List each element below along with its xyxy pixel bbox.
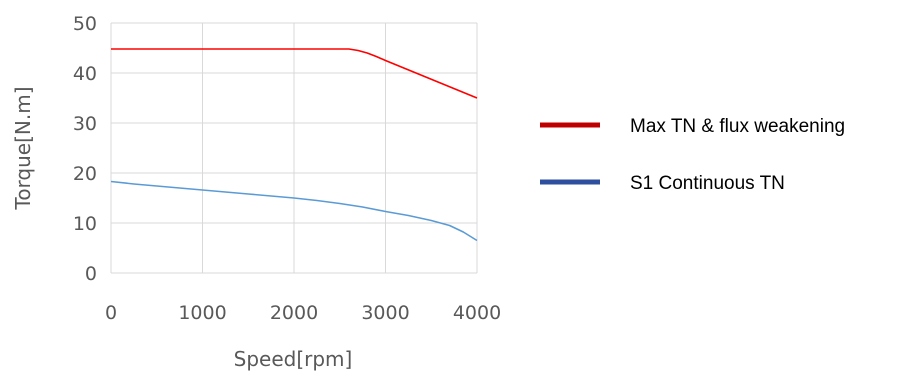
x-tick-label: 2000 xyxy=(270,302,318,324)
legend: Max TN & flux weakening S1 Continuous TN xyxy=(540,116,845,194)
x-axis-title: Speed[rpm] xyxy=(234,347,353,371)
x-tick-label: 4000 xyxy=(453,302,501,324)
y-tick-label: 30 xyxy=(73,113,97,135)
legend-label: S1 Continuous TN xyxy=(630,173,785,194)
y-tick-label: 50 xyxy=(73,13,97,35)
y-tick-label: 20 xyxy=(73,163,97,185)
y-tick-label: 10 xyxy=(73,213,97,235)
y-tick-label: 40 xyxy=(73,63,97,85)
y-tick-labels: 0 10 20 30 40 50 xyxy=(73,13,97,285)
x-tick-labels: 0 1000 2000 3000 4000 xyxy=(105,302,501,324)
legend-label: Max TN & flux weakening xyxy=(630,116,845,137)
series-line-2 xyxy=(110,180,478,242)
series-line-1 xyxy=(111,48,478,99)
x-tick-label: 3000 xyxy=(361,302,409,324)
gridlines xyxy=(110,22,478,274)
y-axis-title: Torque[N.m] xyxy=(11,86,35,210)
x-tick-label: 1000 xyxy=(178,302,226,324)
series-lines xyxy=(110,48,478,242)
x-tick-label: 0 xyxy=(105,302,117,324)
y-tick-label: 0 xyxy=(85,263,97,285)
